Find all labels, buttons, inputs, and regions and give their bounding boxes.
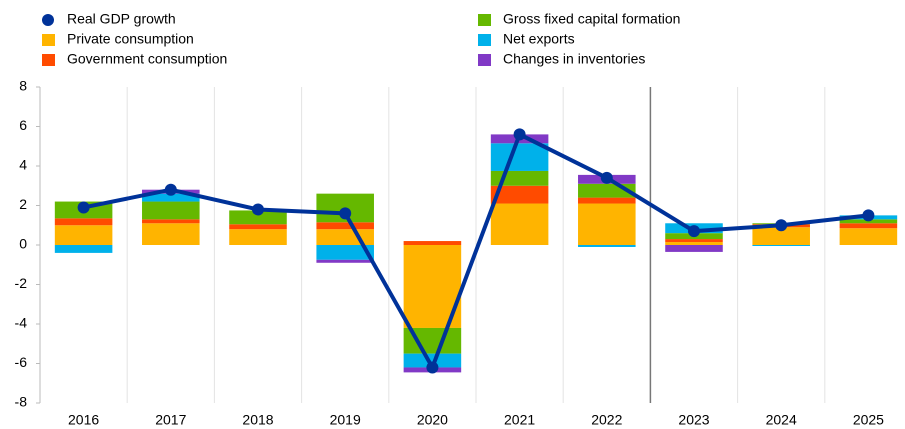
legend-marker: [42, 14, 54, 26]
legend-swatch: [42, 34, 55, 46]
legend-label: Government consumption: [67, 51, 227, 67]
bar-segment: [839, 228, 898, 245]
bar-segment: [316, 259, 374, 263]
bar-segment: [578, 197, 636, 204]
y-tick-label: -4: [15, 315, 28, 331]
line-point: [513, 128, 526, 141]
y-tick-label: -8: [15, 394, 28, 410]
bar-segment: [578, 245, 636, 247]
bar-segment: [229, 229, 287, 245]
line-point: [688, 225, 700, 238]
bar-segment: [142, 223, 200, 245]
line: [83, 132, 869, 370]
bar-segment: [316, 245, 374, 260]
line-point: [77, 201, 90, 214]
line-point: [252, 203, 264, 216]
bar-segment: [578, 203, 636, 245]
legend-swatch: [42, 54, 55, 66]
line-point: [600, 171, 613, 184]
bar-segment: [142, 201, 200, 220]
y-tick-label: 0: [19, 236, 27, 252]
bar-segment: [229, 224, 287, 230]
bar-segment: [229, 210, 287, 225]
bar-segment: [665, 239, 723, 243]
bar-segment: [403, 241, 462, 245]
y-tick-label: 8: [19, 78, 27, 94]
y-tick-label: 4: [19, 157, 27, 173]
bar-segment: [316, 222, 374, 230]
legend-swatch: [478, 34, 491, 46]
legend-label: Private consumption: [67, 31, 194, 47]
legend-label: Real GDP growth: [67, 11, 176, 27]
bar-segment: [839, 223, 898, 229]
bar-segment: [403, 353, 462, 368]
bar-segment: [54, 218, 113, 226]
y-tick-label: -6: [15, 354, 28, 370]
bar-segment: [752, 227, 810, 245]
bar-segment: [665, 242, 723, 245]
bar-segment: [54, 245, 113, 253]
y-tick-label: 6: [19, 117, 27, 133]
bar-segment: [752, 245, 810, 246]
legend-swatch: [478, 14, 491, 26]
legend-label: Gross fixed capital formation: [503, 11, 680, 27]
x-tick-label: 2022: [591, 412, 622, 428]
bar-segment: [54, 225, 113, 245]
bar-segment: [490, 143, 549, 171]
bar-segment: [665, 245, 723, 252]
legend-swatch: [478, 54, 491, 66]
bar-segment: [490, 203, 549, 245]
x-tick-label: 2021: [504, 412, 535, 428]
bar-segment: [316, 229, 374, 245]
x-tick-label: 2017: [155, 412, 186, 428]
line-point: [775, 219, 788, 232]
x-tick-label: 2025: [853, 412, 884, 428]
y-tick-label: 2: [19, 196, 27, 212]
bar-segment: [142, 193, 200, 202]
line-point: [164, 183, 177, 196]
line-point: [339, 207, 352, 220]
line-point: [426, 361, 439, 374]
x-tick-label: 2019: [330, 412, 361, 428]
legend-label: Changes in inventories: [503, 51, 645, 67]
x-tick-label: 2016: [68, 412, 99, 428]
bar-segment: [490, 185, 549, 204]
line-point: [862, 209, 875, 222]
bar-segment: [142, 219, 200, 224]
legend-label: Net exports: [503, 31, 575, 47]
y-tick-label: -2: [15, 275, 28, 291]
x-tick-label: 2018: [242, 412, 273, 428]
x-tick-label: 2024: [766, 412, 797, 428]
x-tick-label: 2023: [678, 412, 709, 428]
x-tick-label: 2020: [417, 412, 448, 428]
